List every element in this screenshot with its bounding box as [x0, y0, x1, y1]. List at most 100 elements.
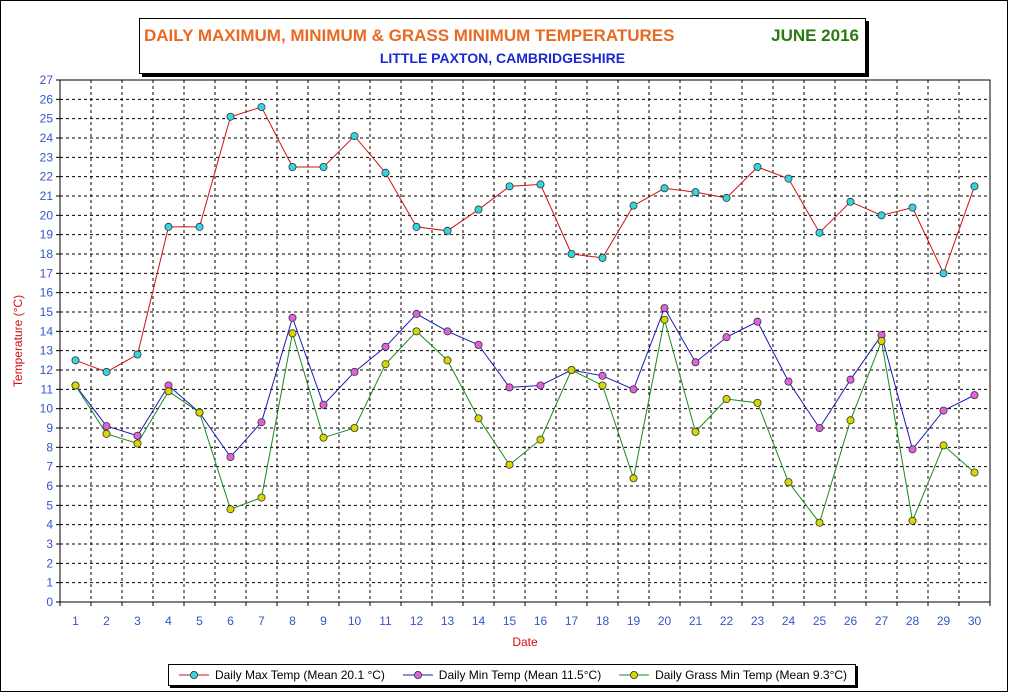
- series-min-temp-point: [660, 304, 669, 313]
- legend-label: Daily Min Temp (Mean 11.5°C): [438, 668, 602, 682]
- x-tick-label: 4: [165, 614, 172, 628]
- series-max-temp-point: [226, 112, 235, 121]
- y-tick-label: 23: [40, 150, 54, 164]
- x-tick-label: 12: [410, 614, 424, 628]
- y-tick-label: 5: [46, 498, 53, 512]
- series-grass-min-temp-point: [288, 329, 297, 338]
- series-grass-min-temp-point: [877, 336, 886, 345]
- series-max-temp-point: [908, 203, 917, 212]
- series-min-temp-point: [102, 422, 111, 431]
- x-tick-label: 6: [227, 614, 234, 628]
- x-tick-label: 16: [534, 614, 548, 628]
- y-tick-label: 14: [40, 324, 54, 338]
- x-tick-label: 30: [968, 614, 982, 628]
- series-max-temp-point: [505, 182, 514, 191]
- y-tick-label: 1: [46, 576, 53, 590]
- series-grass-min-temp-line: [75, 319, 975, 524]
- y-tick-label: 4: [46, 518, 53, 532]
- chart-title-month: JUNE 2016: [771, 26, 859, 45]
- y-tick-label: 25: [40, 112, 54, 126]
- series-min-temp-point: [629, 385, 638, 394]
- series-grass-min-temp-point: [691, 427, 700, 436]
- series-min-temp-point: [443, 327, 452, 336]
- series-max-temp-point: [257, 103, 266, 112]
- series-max-temp-point: [877, 211, 886, 220]
- x-tick-label: 14: [472, 614, 486, 628]
- series-max-temp-point: [443, 226, 452, 235]
- x-tick-label: 25: [813, 614, 827, 628]
- series-grass-min-temp-point: [412, 327, 421, 336]
- series-grass-min-temp-point: [629, 474, 638, 483]
- series-grass-min-temp-point: [815, 518, 824, 527]
- x-tick-label: 2: [103, 614, 110, 628]
- series-min-temp-point: [350, 367, 359, 376]
- chart-title-box: DAILY MAXIMUM, MINIMUM & GRASS MINIMUM T…: [139, 18, 866, 74]
- x-tick-label: 27: [875, 614, 889, 628]
- series-grass-min-temp-point: [784, 478, 793, 487]
- series-max-temp-point: [71, 356, 80, 365]
- series-min-temp-point: [226, 452, 235, 461]
- x-tick-label: 1: [72, 614, 79, 628]
- x-tick-label: 15: [503, 614, 517, 628]
- series-min-temp-point: [133, 431, 142, 440]
- y-axis-label: Temperature (°C): [11, 295, 25, 387]
- legend-item-max-temp: Daily Max Temp (Mean 20.1 °C): [177, 668, 385, 682]
- legend-item-grass-min-temp: Daily Grass Min Temp (Mean 9.3°C): [617, 668, 847, 682]
- series-max-temp-point: [102, 367, 111, 376]
- y-tick-label: 22: [40, 170, 54, 184]
- series-min-temp-point: [753, 317, 762, 326]
- series-min-temp-point: [319, 400, 328, 409]
- series-max-temp-point: [536, 180, 545, 189]
- series-max-temp-point: [784, 174, 793, 183]
- series-max-temp-point: [846, 197, 855, 206]
- series-max-temp-point: [567, 249, 576, 258]
- series-min-temp-point: [939, 406, 948, 415]
- series-max-temp-point: [288, 162, 297, 171]
- x-tick-label: 9: [320, 614, 327, 628]
- y-tick-label: 11: [41, 382, 54, 396]
- y-tick-label: 6: [46, 479, 53, 493]
- x-tick-label: 24: [782, 614, 796, 628]
- series-grass-min-temp-point: [970, 468, 979, 477]
- series-min-temp-point: [474, 340, 483, 349]
- series-max-temp-point: [381, 168, 390, 177]
- plot-border: [59, 79, 991, 603]
- series-min-temp-point: [288, 313, 297, 322]
- x-tick-label: 29: [937, 614, 951, 628]
- series-max-temp-point: [133, 350, 142, 359]
- series-grass-min-temp-point: [102, 429, 111, 438]
- series-min-temp-point: [846, 375, 855, 384]
- x-tick-label: 5: [196, 614, 203, 628]
- legend-swatch: [619, 671, 650, 679]
- y-tick-label: 16: [40, 286, 54, 300]
- y-tick-label: 24: [40, 131, 54, 145]
- series-max-temp-point: [939, 269, 948, 278]
- series-grass-min-temp-point: [474, 414, 483, 423]
- series-max-temp-point: [660, 184, 669, 193]
- series-min-temp-point: [381, 342, 390, 351]
- chart-subtitle: LITTLE PAXTON, CAMBRIDGESHIRE: [379, 50, 626, 66]
- series-grass-min-temp-point: [71, 381, 80, 390]
- y-tick-label: 12: [40, 363, 54, 377]
- series-max-temp-point: [350, 132, 359, 141]
- y-tick-label: 21: [40, 189, 54, 203]
- series-min-temp-point: [257, 418, 266, 427]
- x-tick-label: 22: [720, 614, 734, 628]
- x-tick-label: 28: [906, 614, 920, 628]
- series-grass-min-temp-point: [226, 505, 235, 514]
- x-tick-label: 11: [379, 614, 392, 628]
- chart-legend: Daily Max Temp (Mean 20.1 °C) Daily Min T…: [168, 664, 856, 686]
- y-tick-label: 13: [40, 344, 54, 358]
- x-tick-label: 10: [348, 614, 362, 628]
- series-min-temp-point: [691, 358, 700, 367]
- legend-marker: [413, 671, 422, 679]
- series-grass-min-temp-point: [164, 387, 173, 396]
- series-max-temp-point: [753, 162, 762, 171]
- series-max-temp-point: [164, 222, 173, 231]
- series-min-temp-point: [784, 377, 793, 386]
- y-tick-label: 20: [40, 208, 54, 222]
- x-tick-label: 23: [751, 614, 765, 628]
- x-tick-label: 17: [565, 614, 579, 628]
